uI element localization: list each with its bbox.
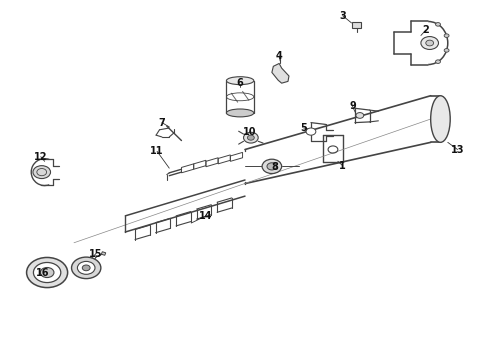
Text: 15: 15 xyxy=(89,248,103,258)
Polygon shape xyxy=(101,252,106,255)
Text: 8: 8 xyxy=(271,162,278,172)
Ellipse shape xyxy=(226,77,254,85)
Circle shape xyxy=(356,113,364,118)
Circle shape xyxy=(444,34,449,37)
Circle shape xyxy=(426,40,434,46)
Polygon shape xyxy=(272,63,289,83)
Text: 3: 3 xyxy=(340,11,346,21)
Circle shape xyxy=(72,257,101,279)
Text: 5: 5 xyxy=(300,123,307,133)
Text: 10: 10 xyxy=(243,127,257,136)
Circle shape xyxy=(82,265,90,271)
Circle shape xyxy=(247,135,254,140)
Circle shape xyxy=(267,163,277,170)
Circle shape xyxy=(444,49,449,52)
Text: 9: 9 xyxy=(349,102,356,112)
Circle shape xyxy=(40,267,54,278)
Circle shape xyxy=(436,60,441,63)
Circle shape xyxy=(33,262,61,283)
Circle shape xyxy=(26,257,68,288)
Text: 7: 7 xyxy=(159,118,165,128)
Text: 4: 4 xyxy=(276,51,283,61)
Circle shape xyxy=(421,37,439,49)
Text: 2: 2 xyxy=(422,25,429,35)
Text: 14: 14 xyxy=(199,211,213,221)
Polygon shape xyxy=(351,22,361,28)
Ellipse shape xyxy=(226,109,254,117)
Ellipse shape xyxy=(431,96,450,142)
Circle shape xyxy=(262,159,282,174)
Circle shape xyxy=(244,132,258,143)
Circle shape xyxy=(306,128,316,135)
Circle shape xyxy=(436,23,441,26)
Text: 6: 6 xyxy=(237,78,244,88)
Text: 12: 12 xyxy=(34,152,48,162)
Circle shape xyxy=(77,261,95,274)
Text: 11: 11 xyxy=(150,146,164,156)
Circle shape xyxy=(33,166,50,179)
Text: 13: 13 xyxy=(451,144,465,154)
Text: 16: 16 xyxy=(35,268,49,278)
Text: 1: 1 xyxy=(340,161,346,171)
